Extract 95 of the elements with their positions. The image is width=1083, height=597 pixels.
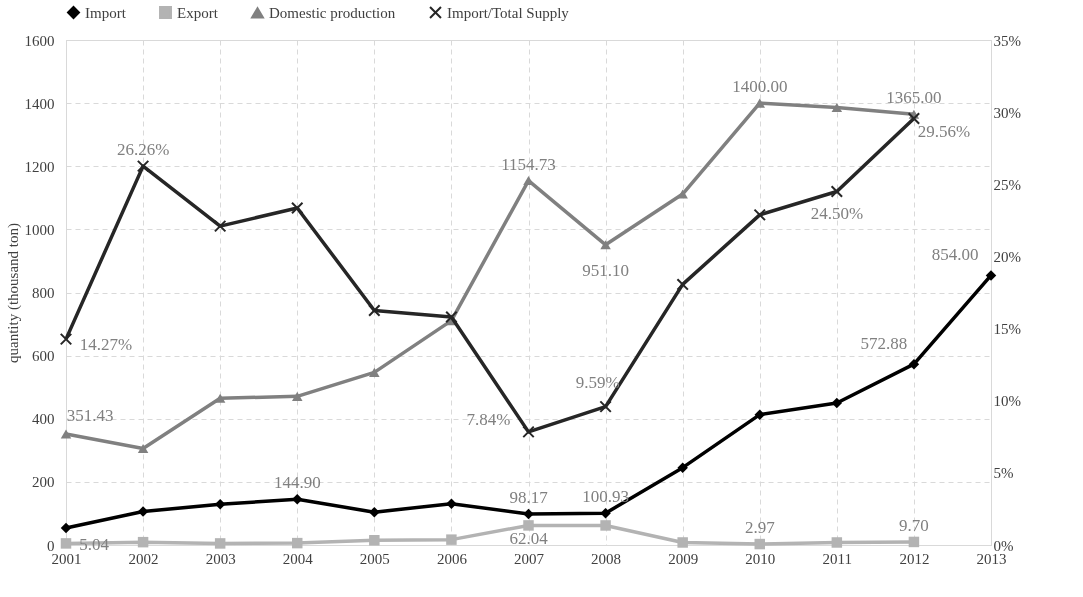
data-label: 9.59% <box>575 372 620 392</box>
y-tick-label: 1200 <box>24 158 55 175</box>
point <box>908 358 920 370</box>
point <box>369 506 380 518</box>
y2-tick-label: 30% <box>993 104 1021 121</box>
data-label: 1400.00 <box>732 77 788 97</box>
point <box>137 506 149 517</box>
point <box>292 494 303 505</box>
point <box>600 507 611 519</box>
x-tick-label: 2005 <box>359 550 390 567</box>
point <box>522 425 535 439</box>
point <box>830 185 844 198</box>
data-label: 24.50% <box>810 203 864 223</box>
y-tick-label: 1000 <box>24 221 55 238</box>
point <box>600 520 611 531</box>
x-tick-label: 2004 <box>282 550 314 567</box>
data-label: 951.10 <box>582 260 629 280</box>
y-axis-title: quantity (thousand ton) <box>4 223 22 363</box>
data-label: 854.00 <box>931 245 979 265</box>
legend-label: Import/Total Supply <box>447 4 570 21</box>
data-label: 2.97 <box>744 518 776 538</box>
y-tick-label: 600 <box>32 348 55 365</box>
point <box>908 536 920 548</box>
y2-tick-label: 25% <box>993 176 1021 193</box>
data-label: 144.90 <box>273 473 321 493</box>
point <box>907 112 921 125</box>
point <box>136 159 150 173</box>
data-label: 5.04 <box>79 535 110 555</box>
y-tick-label: 1600 <box>24 32 55 49</box>
point <box>523 508 534 520</box>
point <box>831 537 843 548</box>
data-label: 7.84% <box>466 409 511 429</box>
data-label: 100.93 <box>582 487 629 507</box>
point <box>446 498 457 509</box>
point <box>291 201 304 215</box>
point <box>753 208 766 222</box>
point <box>445 310 458 324</box>
point <box>137 443 149 453</box>
y2-tick-label: 5% <box>993 465 1014 482</box>
y2-tick-label: 35% <box>993 32 1021 49</box>
point <box>446 534 457 545</box>
point <box>754 409 765 420</box>
point <box>754 538 765 550</box>
point <box>523 520 534 531</box>
point <box>60 429 72 439</box>
point <box>831 103 843 113</box>
point <box>213 219 227 233</box>
y-tick-label: 800 <box>32 285 55 301</box>
point <box>831 397 843 409</box>
x-tick-label: 2010 <box>745 550 776 567</box>
data-label: 62.04 <box>509 529 549 549</box>
point <box>292 537 303 549</box>
data-label: 1154.73 <box>501 154 556 174</box>
x-tick-label: 2008 <box>591 550 622 567</box>
point <box>59 332 73 346</box>
point <box>754 98 765 108</box>
x-tick-label: 2002 <box>128 550 159 567</box>
x-tick-label: 2012 <box>899 550 930 567</box>
legend-label: Export <box>177 4 219 21</box>
y-tick-label: 200 <box>32 474 55 491</box>
x-tick-label: 2006 <box>436 550 468 567</box>
point <box>677 537 688 548</box>
y-tick-label: 1400 <box>24 95 55 112</box>
point <box>60 538 72 549</box>
data-label: 351.43 <box>66 406 114 426</box>
y-tick-label: 400 <box>32 411 55 428</box>
legend-label: Domestic production <box>269 4 396 21</box>
point <box>368 304 381 317</box>
point <box>676 278 689 291</box>
x-tick-label: 2009 <box>668 550 699 567</box>
point <box>369 535 380 546</box>
point <box>677 189 688 199</box>
data-label: 1365.00 <box>886 88 942 108</box>
data-label: 29.56% <box>917 122 971 142</box>
point <box>60 522 72 534</box>
point <box>369 367 380 377</box>
legend-label: Import <box>85 4 127 21</box>
point <box>599 400 612 413</box>
data-label: 26.26% <box>116 140 170 160</box>
point <box>137 536 149 548</box>
data-label: 572.88 <box>860 334 908 354</box>
data-label: 9.70 <box>899 515 929 535</box>
x-tick-label: 2011 <box>822 550 853 567</box>
x-tick-label: 2007 <box>514 550 545 567</box>
point <box>600 240 611 250</box>
point <box>214 538 226 549</box>
point <box>985 270 997 281</box>
x-tick-label: 2003 <box>205 550 236 567</box>
y2-tick-label: 20% <box>993 248 1021 265</box>
y2-tick-label: 15% <box>993 321 1021 338</box>
data-label: 14.27% <box>79 335 133 355</box>
point <box>677 462 688 473</box>
y2-tick-label: 10% <box>993 393 1021 410</box>
data-label: 98.17 <box>509 488 549 508</box>
point <box>292 391 303 401</box>
